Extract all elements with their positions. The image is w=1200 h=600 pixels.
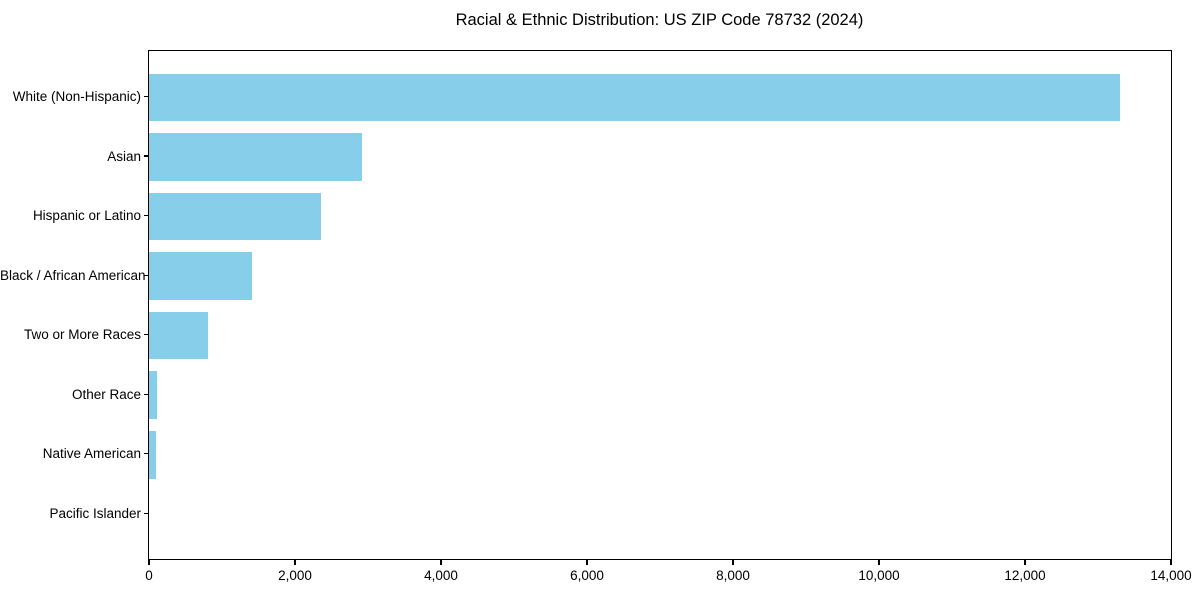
- x-axis-tick-mark: [294, 560, 296, 565]
- y-axis-tick-mark: [143, 274, 148, 276]
- bar-white-non-hispanic: [149, 73, 1120, 122]
- y-axis-label-pacific-islander: Pacific Islander: [49, 505, 141, 521]
- y-axis-tick-mark: [143, 393, 148, 395]
- x-axis-tick-label: 2,000: [278, 568, 312, 583]
- y-axis-label-other-race: Other Race: [71, 386, 141, 402]
- x-axis-tick-mark: [878, 560, 880, 565]
- y-axis-tick-mark: [143, 453, 148, 455]
- x-axis-tick-mark: [440, 560, 442, 565]
- x-axis-tick-label: 6,000: [570, 568, 604, 583]
- x-axis-tick-label: 0: [145, 568, 153, 583]
- y-axis-label-two-or-more-races: Two or More Races: [23, 327, 141, 343]
- x-axis-tick-label: 4,000: [424, 568, 458, 583]
- bar-asian: [149, 133, 363, 181]
- plot-area: [148, 50, 1172, 560]
- bar-other-race: [149, 371, 158, 420]
- bar-black-african-american: [149, 252, 253, 300]
- x-axis-tick-mark: [148, 560, 150, 565]
- x-axis-tick-mark: [1170, 560, 1172, 565]
- bar-native-american: [149, 431, 156, 479]
- y-axis-label-asian: Asian: [107, 148, 141, 164]
- x-axis-tick-mark: [1024, 560, 1026, 565]
- chart-title: Racial & Ethnic Distribution: US ZIP Cod…: [455, 11, 864, 29]
- bar-hispanic-or-latino: [149, 192, 322, 241]
- y-axis-label-native-american: Native American: [42, 446, 141, 462]
- x-axis-tick-label: 12,000: [1004, 568, 1046, 583]
- y-axis-label-hispanic-or-latino: Hispanic or Latino: [32, 208, 141, 224]
- y-axis-tick-mark: [143, 334, 148, 336]
- y-axis-tick-mark: [143, 512, 148, 514]
- x-axis-tick-label: 10,000: [858, 568, 900, 583]
- bar-two-or-more-races: [149, 311, 209, 360]
- y-axis-tick-mark: [143, 215, 148, 217]
- y-axis-label-white-non-hispanic: White (Non-Hispanic): [12, 89, 141, 104]
- x-axis-tick-label: 8,000: [716, 568, 750, 583]
- y-axis-tick-mark: [143, 95, 148, 98]
- y-axis-label-black-african-american: Black / African American: [0, 267, 146, 283]
- x-axis-tick-label: 14,000: [1150, 568, 1192, 583]
- y-axis-tick-mark: [143, 155, 148, 157]
- x-axis-tick-mark: [586, 560, 588, 565]
- x-axis-tick-mark: [732, 560, 734, 565]
